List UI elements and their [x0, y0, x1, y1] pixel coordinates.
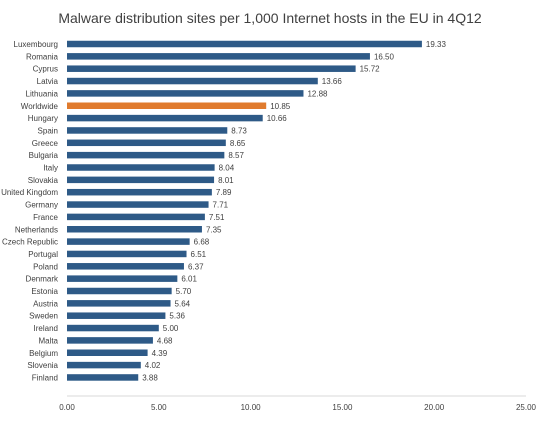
- category-label-portugal: Portugal: [28, 250, 58, 259]
- bar-france: [67, 213, 205, 221]
- category-label-slovakia: Slovakia: [28, 176, 59, 185]
- x-tick-label: 10.00: [241, 403, 262, 412]
- value-label-sweden: 5.36: [169, 312, 185, 321]
- value-labels: 19.33 16.50 15.72 13.66 12.88 10.85 10.66 8.73 8…: [142, 40, 446, 382]
- bar-malta: [67, 337, 153, 344]
- bar-belgium: [67, 349, 148, 356]
- bar-greece: [67, 139, 226, 147]
- x-tick-label: 25.00: [516, 403, 537, 412]
- category-label-italy: Italy: [43, 164, 58, 173]
- bar-denmark: [67, 275, 178, 282]
- bar-portugal: [67, 250, 187, 258]
- value-label-germany: 7.71: [213, 201, 229, 210]
- bars-layer: [67, 40, 422, 381]
- bar-poland: [67, 263, 184, 270]
- category-label-lithuania: Lithuania: [26, 89, 59, 98]
- value-label-denmark: 6.01: [181, 275, 197, 284]
- bar-latvia: [67, 77, 318, 85]
- value-label-poland: 6.37: [188, 262, 204, 271]
- category-label-greece: Greece: [32, 139, 59, 148]
- category-label-denmark: Denmark: [26, 275, 59, 284]
- x-tick-labels: 0.00 5.00 10.00 15.00 20.00 25.00: [59, 403, 536, 412]
- value-label-latvia: 13.66: [322, 77, 343, 86]
- value-label-worldwide: 10.85: [270, 102, 291, 111]
- category-label-poland: Poland: [33, 262, 58, 271]
- value-label-netherlands: 7.35: [206, 225, 222, 234]
- bar-austria: [67, 300, 171, 307]
- category-label-luxembourg: Luxembourg: [14, 40, 58, 49]
- category-label-estonia: Estonia: [31, 287, 58, 296]
- x-tick-label: 0.00: [59, 403, 75, 412]
- bar-estonia: [67, 287, 172, 295]
- value-label-bulgaria: 8.57: [228, 151, 244, 160]
- bar-italy: [67, 164, 215, 171]
- value-label-france: 7.51: [209, 213, 225, 222]
- value-label-romania: 16.50: [374, 52, 395, 61]
- value-label-cyprus: 15.72: [360, 65, 381, 74]
- category-labels: Luxembourg Romania Cyprus Latvia Lithuania Wo…: [1, 40, 59, 382]
- category-label-ireland: Ireland: [34, 324, 58, 333]
- value-label-austria: 5.64: [175, 299, 191, 308]
- bar-finland: [67, 374, 139, 381]
- bar-spain: [67, 127, 228, 134]
- x-tick-label: 5.00: [151, 403, 167, 412]
- bar-sweden: [67, 312, 166, 319]
- value-label-belgium: 4.39: [152, 349, 168, 358]
- category-label-worldwide: Worldwide: [21, 102, 59, 111]
- value-label-estonia: 5.70: [176, 287, 192, 296]
- category-label-austria: Austria: [33, 299, 58, 308]
- category-label-belgium: Belgium: [29, 349, 58, 358]
- bar-slovenia: [67, 361, 141, 369]
- category-label-latvia: Latvia: [37, 77, 59, 86]
- bar-slovakia: [67, 176, 215, 184]
- category-label-france: France: [33, 213, 58, 222]
- category-label-netherlands: Netherlands: [15, 225, 58, 234]
- category-label-cyprus: Cyprus: [33, 65, 58, 74]
- bar-lithuania: [67, 90, 304, 97]
- value-label-slovakia: 8.01: [218, 176, 234, 185]
- value-label-spain: 8.73: [231, 126, 247, 135]
- bar-romania: [67, 53, 370, 60]
- value-label-finland: 3.88: [142, 373, 158, 382]
- category-label-sweden: Sweden: [29, 312, 58, 321]
- category-label-germany: Germany: [25, 201, 58, 210]
- value-label-lithuania: 12.88: [307, 89, 328, 98]
- bar-netherlands: [67, 226, 202, 233]
- bar-united-kingdom: [67, 188, 212, 196]
- bar-luxembourg: [67, 40, 422, 48]
- value-label-luxembourg: 19.33: [426, 40, 447, 49]
- value-label-portugal: 6.51: [191, 250, 207, 259]
- value-label-united-kingdom: 7.89: [216, 188, 232, 197]
- bar-ireland: [67, 324, 159, 332]
- category-label-spain: Spain: [38, 126, 58, 135]
- chart-title: Malware distribution sites per 1,000 Int…: [58, 10, 482, 26]
- bar-hungary: [67, 114, 263, 122]
- category-label-united-kingdom: United Kingdom: [1, 188, 58, 197]
- category-label-romania: Romania: [26, 52, 59, 61]
- bar-worldwide: [67, 102, 267, 109]
- value-label-ireland: 5.00: [163, 324, 179, 333]
- x-tick-label: 20.00: [424, 403, 445, 412]
- category-label-slovenia: Slovenia: [27, 361, 58, 370]
- value-label-slovenia: 4.02: [145, 361, 161, 370]
- bar-cyprus: [67, 65, 356, 72]
- bar-bulgaria: [67, 151, 225, 159]
- x-tick-label: 15.00: [332, 403, 353, 412]
- category-label-malta: Malta: [38, 336, 58, 345]
- value-label-italy: 8.04: [219, 164, 235, 173]
- value-label-czech-republic: 6.68: [194, 238, 210, 247]
- category-label-finland: Finland: [32, 373, 58, 382]
- category-label-hungary: Hungary: [28, 114, 58, 123]
- category-label-bulgaria: Bulgaria: [29, 151, 59, 160]
- bar-czech-republic: [67, 238, 190, 245]
- value-label-greece: 8.65: [230, 139, 246, 148]
- category-label-czech-republic: Czech Republic: [2, 238, 58, 247]
- value-label-malta: 4.68: [157, 336, 173, 345]
- bar-germany: [67, 201, 209, 208]
- value-label-hungary: 10.66: [267, 114, 288, 123]
